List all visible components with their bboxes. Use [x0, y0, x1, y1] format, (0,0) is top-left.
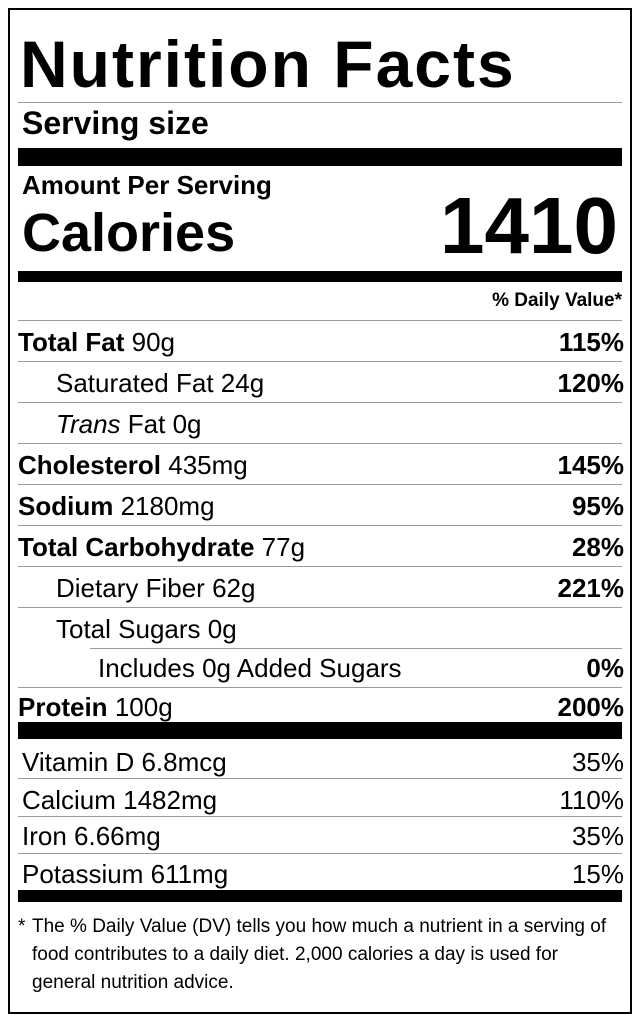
nutrient-dv: 120%: [557, 368, 625, 398]
vitamin-dv: 35%: [571, 821, 624, 851]
vitamin-name: Vitamin D 6.8mcg: [22, 747, 227, 777]
nutrient-row-dietary-fiber: Dietary Fiber 62g 221%: [10, 567, 630, 607]
divider: [18, 816, 622, 817]
vitamin-name: Calcium 1482mg: [22, 785, 218, 815]
thick-divider: [18, 148, 622, 166]
nutrient-label: Dietary Fiber: [56, 573, 205, 603]
divider: [18, 607, 622, 608]
calories-value: 1410: [440, 181, 618, 270]
nutrient-row-protein: Protein 100g 200%: [10, 686, 630, 726]
nutrient-name: Sodium 2180mg: [18, 491, 215, 522]
vitamin-dv: 35%: [571, 747, 624, 777]
divider: [18, 566, 622, 567]
nutrient-name: Total Carbohydrate 77g: [18, 532, 305, 563]
footnote-asterisk: *: [18, 916, 26, 937]
nutrient-label: Total Sugars: [56, 614, 201, 644]
nutrient-dv: 221%: [557, 573, 625, 603]
divider: [18, 853, 622, 854]
nutrient-name: Cholesterol 435mg: [18, 450, 248, 481]
nutrient-dv: 0%: [586, 653, 624, 683]
medium-divider: [18, 890, 622, 902]
nutrient-dv: 95%: [571, 491, 624, 521]
nutrient-name: Protein 100g: [18, 692, 173, 723]
footnote: * The % Daily Value (DV) tells you how m…: [18, 913, 618, 997]
divider: [18, 102, 622, 103]
nutrient-label: Protein: [18, 692, 108, 722]
divider: [18, 778, 622, 779]
nutrient-row-total-fat: Total Fat 90g 115%: [10, 321, 630, 361]
nutrient-amount: 24g: [220, 368, 265, 398]
nutrition-label: Nutrition Facts Serving size Amount Per …: [8, 8, 632, 1014]
vitamin-row-potassium: Potassium 611mg 15%: [10, 853, 630, 891]
nutrient-label: Total Fat: [18, 327, 125, 357]
nutrient-row-added-sugars: Includes 0g Added Sugars 0%: [10, 647, 630, 687]
nutrient-amount: 90g: [131, 327, 176, 357]
nutrient-row-trans-fat: Trans Fat 0g: [10, 403, 630, 443]
thick-divider: [18, 722, 622, 739]
nutrient-name: Includes 0g Added Sugars: [98, 653, 402, 683]
nutrient-name: Saturated Fat 24g: [56, 368, 264, 399]
vitamin-name: Potassium 611mg: [22, 859, 229, 889]
nutrient-row-total-sugars: Total Sugars 0g: [10, 608, 630, 648]
nutrient-amount: 0g: [207, 614, 237, 644]
nutrient-label: Fat: [127, 409, 166, 439]
nutrient-amount: 77g: [261, 532, 306, 562]
vitamin-name: Iron 6.66mg: [22, 821, 161, 851]
footnote-text: The % Daily Value (DV) tells you how muc…: [32, 916, 607, 993]
divider: [18, 687, 622, 688]
nutrient-row-sodium: Sodium 2180mg 95%: [10, 485, 630, 525]
nutrient-name: Trans Fat 0g: [56, 409, 202, 440]
divider: [18, 484, 622, 485]
divider: [18, 361, 622, 362]
nutrient-label-italic: Trans: [56, 409, 121, 439]
medium-divider: [18, 271, 622, 282]
nutrient-amount: 62g: [212, 573, 256, 603]
divider: [18, 443, 622, 444]
divider: [90, 648, 622, 649]
vitamin-row-vitamin-d: Vitamin D 6.8mcg 35%: [10, 741, 630, 779]
vitamin-row-calcium: Calcium 1482mg 110%: [10, 779, 630, 817]
vitamin-row-iron: Iron 6.66mg 35%: [10, 815, 630, 853]
nutrient-amount: 0g: [172, 409, 202, 439]
nutrient-dv: 145%: [557, 450, 625, 480]
nutrient-dv: 115%: [558, 327, 624, 357]
nutrient-amount: 2180mg: [120, 491, 215, 521]
nutrient-label: Saturated Fat: [56, 368, 214, 398]
nutrient-label: Cholesterol: [18, 450, 162, 480]
vitamin-dv: 15%: [571, 859, 624, 889]
divider: [18, 525, 622, 526]
nutrient-label: Total Carbohydrate: [18, 532, 255, 562]
nutrient-amount: 100g: [114, 692, 173, 722]
nutrient-name: Total Sugars 0g: [56, 614, 237, 645]
nutrient-row-saturated-fat: Saturated Fat 24g 120%: [10, 362, 630, 402]
daily-value-header: % Daily Value*: [492, 290, 622, 311]
nutrient-label: Sodium: [18, 491, 114, 521]
nutrient-row-total-carbohydrate: Total Carbohydrate 77g 28%: [10, 526, 630, 566]
nutrient-name: Dietary Fiber 62g: [56, 573, 255, 604]
nutrient-dv: 200%: [557, 692, 625, 722]
amount-per-serving: Amount Per Serving: [22, 170, 272, 200]
divider: [18, 402, 622, 403]
calories-label: Calories: [22, 203, 236, 263]
vitamin-dv: 110%: [559, 785, 624, 815]
divider: [18, 320, 622, 321]
serving-size-label: Serving size: [22, 105, 209, 141]
nutrient-dv: 28%: [571, 532, 624, 562]
nutrient-amount: 435mg: [168, 450, 248, 480]
nutrient-name: Total Fat 90g: [18, 327, 175, 358]
label-title: Nutrition Facts: [20, 27, 516, 101]
nutrient-row-cholesterol: Cholesterol 435mg 145%: [10, 444, 630, 484]
